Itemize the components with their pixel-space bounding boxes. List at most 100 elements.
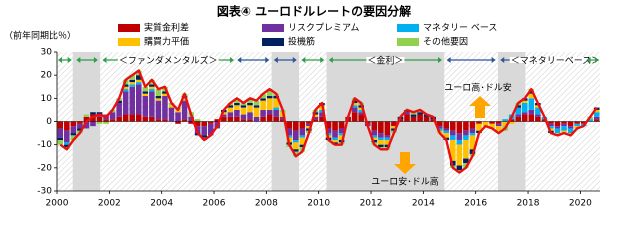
bar-segment [234,102,240,106]
bar-segment [489,121,495,124]
bar-segment [567,126,574,129]
bar-segment [240,105,247,108]
bar-segment [384,137,391,141]
bar-segment [495,121,502,124]
bar-segment [142,93,149,97]
x-tick-label: 2004 [150,199,173,209]
legend-label: 投機筋 [288,36,315,48]
x-tick-label: 2002 [98,199,121,209]
bar-segment [443,133,450,138]
x-tick-label: 2020 [569,199,592,209]
legend-swatch [118,24,140,32]
bar-segment [188,121,194,124]
bar-segment [135,79,142,83]
bar-segment [149,79,155,85]
regime-label-bg [117,57,219,63]
y-tick-label: 10 [41,94,53,104]
bar-segment [371,135,378,138]
bar-segment [142,116,149,122]
annotation-arrow [469,96,491,118]
bar-segment [463,158,469,164]
bar-segment [135,82,142,85]
bar-segment [358,107,364,110]
legend-label: 実質金利差 [144,22,189,34]
legend-label: リスクプレミアム [288,23,359,34]
bar-segment [293,142,299,150]
bar-segment [489,123,495,129]
bar-segment [567,128,574,134]
bar-segment [502,119,508,122]
y-axis-label: （前年同期比％） [4,30,76,42]
bar-segment [260,98,266,101]
bar-segment [378,137,384,141]
bar-segment [162,96,168,120]
bar-segment [312,119,319,122]
bar-segment [535,116,541,122]
bar-segment [325,121,332,129]
bar-segment [70,133,77,136]
bar-segment [378,144,384,147]
bar-segment [593,119,600,122]
bar-segment [207,123,214,136]
bar-segment [234,116,240,122]
bar-segment [456,133,463,141]
bar-segment [129,75,136,80]
bar-segment [253,100,260,106]
bar-segment [227,107,234,113]
bar-segment [181,119,188,122]
bar-segment [312,116,319,120]
bar-segment [57,137,64,141]
bar-segment [299,144,306,147]
bar-segment [260,93,266,99]
bar-segment [260,116,266,122]
bar-segment [273,107,279,110]
bar-segment [443,130,450,134]
y-tick-label: -10 [37,140,52,150]
bar-segment [378,121,384,134]
legend-swatch [118,38,140,46]
annotation: ユーロ安･ドル高 [371,176,439,188]
bar-segment [299,135,306,138]
bar-segment [541,119,548,122]
bar-segment [469,121,476,129]
bar-segment [436,128,443,131]
bar-segment [122,84,129,87]
bar-segment [312,114,319,117]
bar-segment [410,116,417,122]
bar-segment [378,140,384,145]
bar-segment [391,128,397,131]
bar-segment [122,114,129,122]
bar-segment [325,128,332,134]
bar-segment [162,91,168,94]
bar-segment [469,149,476,154]
bar-segment [247,102,253,106]
regime-label: ＜マネタリーベース＞ [511,56,601,67]
bar-segment [90,121,96,127]
bar-segment [495,123,502,127]
bar-segment [155,89,162,97]
bar-segment [332,121,338,131]
bar-segment [77,123,83,129]
bar-segment [234,98,240,103]
annotation-arrow [394,152,416,174]
bar-segment [351,107,358,113]
bar-segment [253,105,260,108]
bar-segment [482,121,489,127]
bar-segment [561,121,567,124]
bar-segment [469,135,476,150]
bar-segment [456,165,463,171]
bar-segment [521,112,528,115]
bar-segment [293,140,299,143]
bar-segment [306,126,312,129]
legend-swatch [397,38,419,46]
bar-segment [450,135,456,141]
bar-segment [521,100,528,103]
bar-segment [338,133,345,136]
bar-segment [181,100,188,120]
bar-segment [469,133,476,136]
legend-swatch [262,38,284,46]
bar-segment [214,119,221,122]
bar-segment [168,105,175,108]
bar-segment [273,116,279,122]
bar-segment [247,112,253,120]
